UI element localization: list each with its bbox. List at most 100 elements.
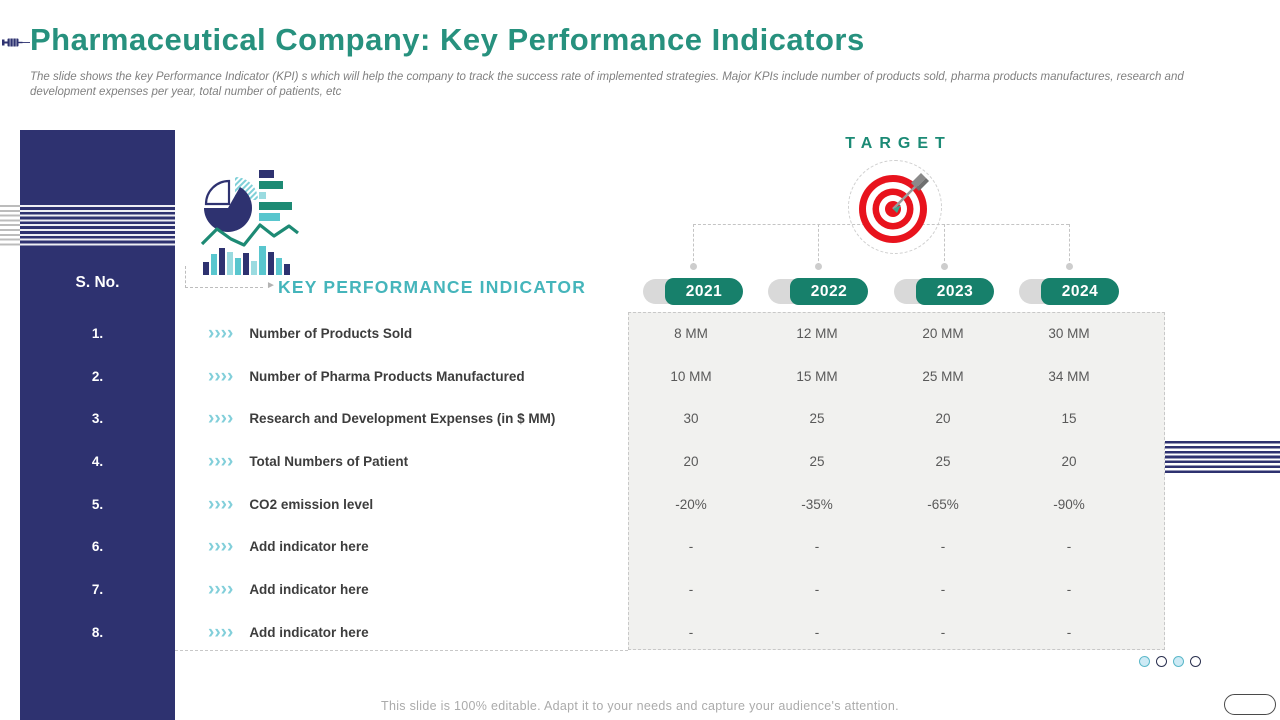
values-panel: [628, 312, 1165, 650]
year-connector-drop: [693, 224, 694, 266]
value-cell-2022: -: [814, 539, 820, 555]
value-cell-2024: -: [1066, 539, 1072, 555]
value-cell-2024: 34 MM: [1048, 368, 1090, 384]
left-stripes-decoration: [0, 205, 20, 248]
footer-pill-shape: [1224, 694, 1276, 715]
kpi-arrow-icon: ►: [266, 280, 276, 291]
table-row: ›››› Add indicator here - - - -: [175, 568, 1165, 611]
chevrons-icon: ››››: [208, 621, 234, 643]
value-cell-2022: 15 MM: [796, 368, 838, 384]
slide-title: Pharmaceutical Company: Key Performance …: [30, 22, 865, 57]
value-cell-2024: -90%: [1053, 496, 1085, 512]
value-cell-2023: -: [940, 539, 946, 555]
value-cell-2024: -: [1066, 624, 1072, 640]
value-cell-2023: 25: [935, 453, 951, 469]
value-cell-2022: 25: [809, 411, 825, 427]
indicator-label: Research and Development Expenses (in $ …: [249, 411, 556, 427]
year-pill: 2022: [768, 278, 868, 305]
sno-cell: 1.: [91, 325, 104, 341]
connector-dot: [1066, 263, 1073, 270]
value-cell-2021: -: [688, 624, 694, 640]
connector-dot: [941, 263, 948, 270]
kpi-table-rows: ›››› Number of Products Sold 8 MM 12 MM …: [175, 312, 1165, 654]
sno-cell: 4.: [91, 453, 104, 469]
connector-dot: [690, 263, 697, 270]
sno-column-header: S. No.: [75, 274, 120, 291]
chevrons-icon: ››››: [208, 578, 234, 600]
sno-list: 1. 2. 3. 4. 5. 6. 7. 8.: [20, 312, 175, 654]
value-cell-2024: 20: [1061, 453, 1077, 469]
value-cell-2022: 12 MM: [796, 325, 838, 341]
left-stripes-over-sidebar: [20, 205, 177, 248]
kpi-dashed-connector: [185, 266, 263, 288]
value-cell-2022: -: [814, 581, 820, 597]
year-pill: 2023: [894, 278, 994, 305]
value-cell-2021: -20%: [675, 496, 707, 512]
value-cell-2023: 25 MM: [922, 368, 964, 384]
table-row: ›››› Number of Pharma Products Manufactu…: [175, 355, 1165, 398]
chevrons-icon: ››››: [208, 493, 234, 515]
sno-cell: 2.: [91, 368, 104, 384]
value-cell-2022: 25: [809, 453, 825, 469]
value-cell-2022: -: [814, 624, 820, 640]
value-cell-2021: -: [688, 539, 694, 555]
kpi-column-header: KEY PERFORMANCE INDICATOR: [278, 277, 587, 297]
value-cell-2024: 15: [1061, 411, 1077, 427]
value-cell-2024: 30 MM: [1048, 325, 1090, 341]
value-cell-2023: 20: [935, 411, 951, 427]
year-pill: 2024: [1019, 278, 1119, 305]
table-row: ›››› Research and Development Expenses (…: [175, 397, 1165, 440]
year-connector-drop: [944, 224, 945, 266]
target-dashed-ring: [848, 160, 942, 254]
slide-subtitle: The slide shows the key Performance Indi…: [30, 71, 1184, 99]
value-cell-2023: 20 MM: [922, 325, 964, 341]
chevrons-icon: ››››: [208, 365, 234, 387]
sno-cell: 5.: [91, 496, 104, 512]
year-pill-label: 2021: [665, 278, 743, 305]
value-cell-2021: 10 MM: [670, 368, 712, 384]
target-label: TARGET: [845, 135, 952, 152]
table-row: ›››› Add indicator here - - - -: [175, 525, 1165, 568]
value-cell-2021: 20: [683, 453, 699, 469]
right-stripes-decoration: [1165, 441, 1280, 475]
indicator-label: Total Numbers of Patient: [249, 453, 409, 469]
sno-cell: 7.: [91, 581, 104, 597]
pagination-dots: [1139, 656, 1201, 667]
indicator-label: Number of Pharma Products Manufactured: [249, 368, 525, 384]
year-pill-label: 2022: [790, 278, 868, 305]
footer-note: This slide is 100% editable. Adapt it to…: [381, 699, 899, 713]
syringe-icon: [2, 36, 30, 54]
table-row: ›››› Total Numbers of Patient 20 25 25 2…: [175, 440, 1165, 483]
dot-outline: [1190, 656, 1201, 667]
indicator-label: CO2 emission level: [249, 496, 374, 512]
chevrons-icon: ››››: [208, 322, 234, 344]
value-cell-2024: -: [1066, 581, 1072, 597]
target-bullseye-icon: [853, 165, 937, 254]
dot-outline: [1156, 656, 1167, 667]
indicator-label: Add indicator here: [249, 539, 369, 555]
value-cell-2023: -: [940, 581, 946, 597]
table-row: ›››› Add indicator here - - - -: [175, 611, 1165, 654]
year-pill: 2021: [643, 278, 743, 305]
table-row: ›››› CO2 emission level -20% -35% -65% -…: [175, 483, 1165, 526]
value-cell-2022: -35%: [801, 496, 833, 512]
value-cell-2023: -65%: [927, 496, 959, 512]
table-bottom-dashed-line: [175, 650, 628, 651]
chevrons-icon: ››››: [208, 536, 234, 558]
dot-filled: [1139, 656, 1150, 667]
indicator-label: Add indicator here: [249, 581, 369, 597]
year-connector-drop: [1069, 224, 1070, 266]
chevrons-icon: ››››: [208, 450, 234, 472]
value-cell-2023: -: [940, 624, 946, 640]
value-cell-2021: 30: [683, 411, 699, 427]
indicator-label: Add indicator here: [249, 624, 369, 640]
year-header-row: 2021 2022 2023 2024: [0, 278, 1280, 306]
year-pill-label: 2024: [1041, 278, 1119, 305]
indicator-label: Number of Products Sold: [249, 325, 413, 341]
dot-filled: [1173, 656, 1184, 667]
connector-dot: [815, 263, 822, 270]
analytics-chart-icon: [200, 168, 300, 283]
value-cell-2021: 8 MM: [674, 325, 708, 341]
sno-cell: 3.: [91, 411, 104, 427]
